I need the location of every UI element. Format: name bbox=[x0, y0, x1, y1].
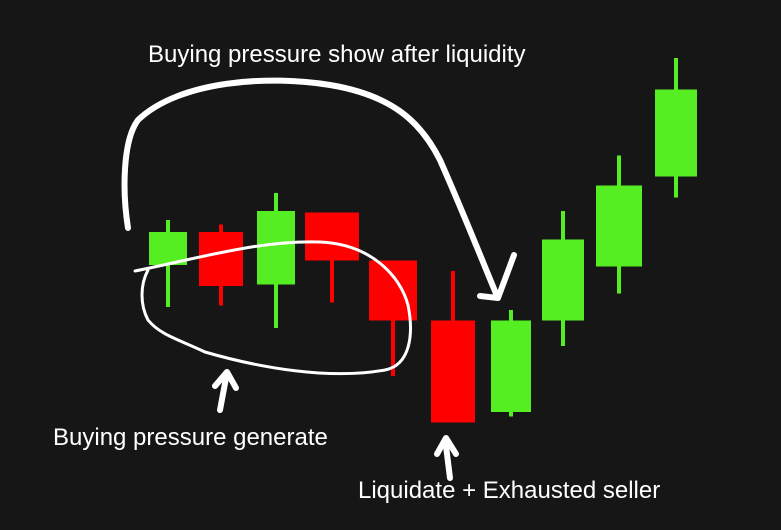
bearish-candle bbox=[199, 232, 243, 286]
bearish-candle bbox=[305, 212, 359, 261]
up-arrow-right bbox=[434, 435, 459, 481]
curved-arrow-head bbox=[477, 252, 517, 301]
bearish-candle bbox=[431, 320, 475, 423]
bullish-candle bbox=[491, 320, 531, 412]
bullish-candle bbox=[257, 211, 295, 285]
annotation-buying-pressure-after-liquidity: Buying pressure show after liquidity bbox=[148, 41, 526, 68]
annotation-buying-pressure-generate: Buying pressure generate bbox=[53, 424, 328, 451]
curved-arrow-line bbox=[121, 77, 500, 299]
annotation-liquidate-exhausted-seller: Liquidate + Exhausted seller bbox=[358, 477, 661, 504]
liquidity-zone-ellipse bbox=[133, 240, 412, 376]
up-arrow-left bbox=[212, 369, 239, 413]
candles-group bbox=[149, 58, 697, 423]
hand-drawn-annotations bbox=[121, 77, 517, 481]
bullish-candle bbox=[596, 185, 642, 267]
bullish-candle bbox=[542, 239, 584, 321]
bullish-candle bbox=[655, 89, 697, 177]
bullish-candle bbox=[149, 232, 187, 265]
